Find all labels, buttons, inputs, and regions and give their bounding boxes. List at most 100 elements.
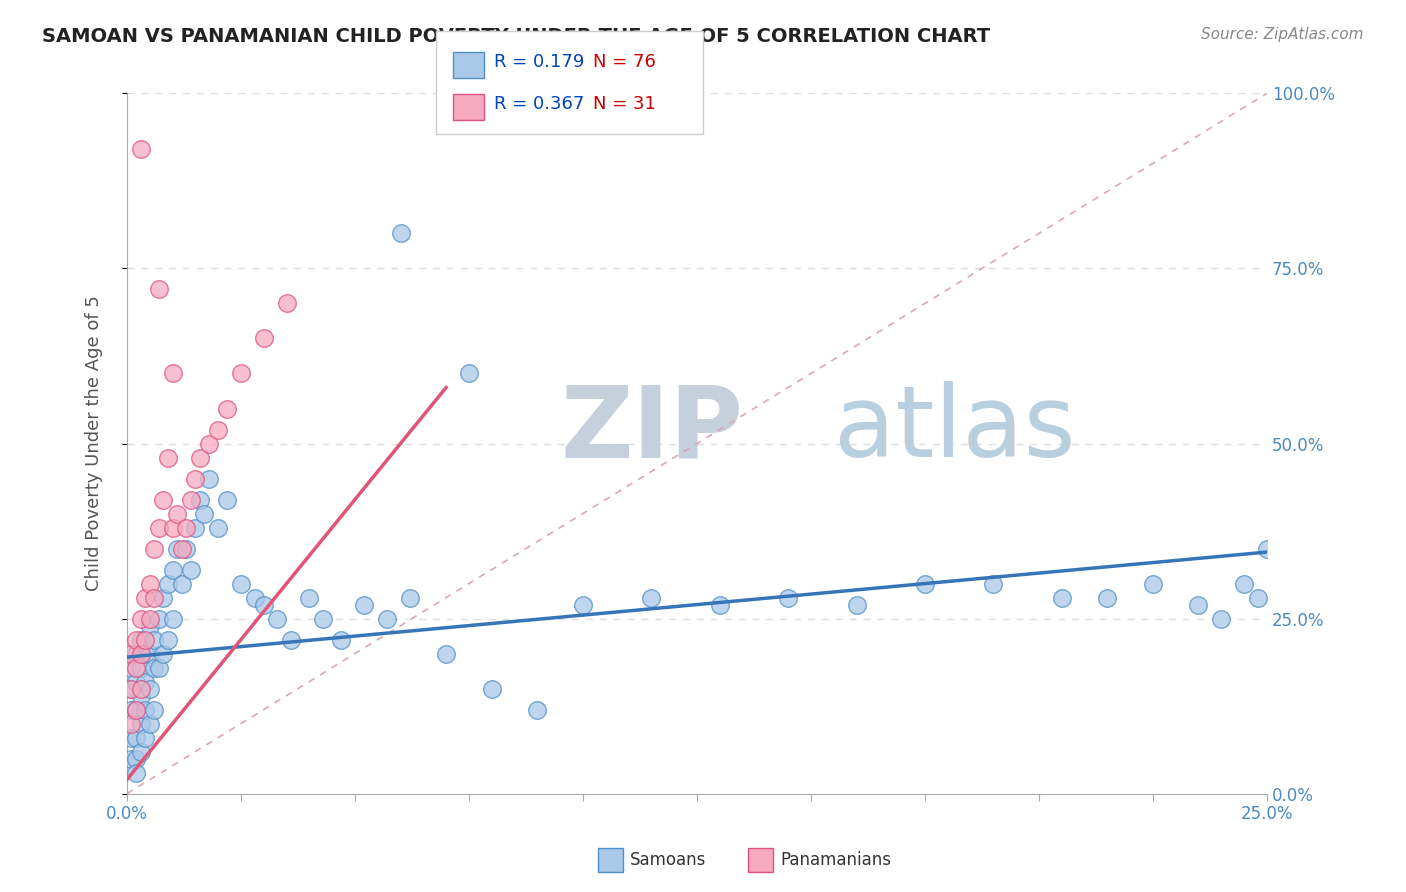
Point [125, 660, 148, 674]
Point [276, 296, 298, 310]
Point [138, 716, 160, 731]
Text: N = 76: N = 76 [593, 54, 657, 71]
Point [152, 647, 174, 661]
Point [125, 703, 148, 717]
Text: R = 0.179: R = 0.179 [494, 54, 583, 71]
Point [640, 591, 662, 605]
Point [193, 507, 215, 521]
Point [148, 660, 170, 674]
Point [125, 703, 148, 717]
Point [143, 660, 166, 674]
Text: Source: ZipAtlas.com: Source: ZipAtlas.com [1201, 27, 1364, 42]
Point [125, 731, 148, 745]
Point [170, 576, 193, 591]
Point [1211, 611, 1233, 625]
Point [129, 716, 152, 731]
Point [121, 716, 143, 731]
Point [129, 142, 152, 156]
Point [981, 576, 1004, 591]
Point [188, 450, 211, 465]
Point [125, 647, 148, 661]
Point [174, 541, 197, 556]
Point [148, 520, 170, 534]
Point [152, 492, 174, 507]
Point [170, 541, 193, 556]
Point [143, 632, 166, 647]
Point [156, 576, 179, 591]
Point [217, 492, 239, 507]
Point [845, 598, 868, 612]
Text: ZIP: ZIP [560, 381, 742, 478]
Point [280, 632, 302, 647]
Point [253, 598, 276, 612]
Point [162, 563, 184, 577]
Point [184, 471, 207, 485]
Point [129, 611, 152, 625]
Point [148, 282, 170, 296]
Point [174, 520, 197, 534]
Point [121, 681, 143, 696]
Point [121, 681, 143, 696]
Text: Panamanians: Panamanians [780, 851, 891, 869]
Point [217, 401, 239, 416]
Point [129, 745, 152, 759]
Point [134, 632, 156, 647]
Point [121, 647, 143, 661]
Point [709, 598, 731, 612]
Point [138, 611, 160, 625]
Point [180, 563, 202, 577]
Point [1097, 591, 1119, 605]
Point [229, 367, 252, 381]
Point [134, 703, 156, 717]
Point [148, 611, 170, 625]
Point [572, 598, 595, 612]
Point [253, 331, 276, 345]
Point [129, 632, 152, 647]
Point [152, 591, 174, 605]
Text: R = 0.367: R = 0.367 [494, 95, 583, 113]
Point [778, 591, 800, 605]
Point [1142, 576, 1164, 591]
Point [266, 611, 288, 625]
Point [129, 647, 152, 661]
Point [156, 632, 179, 647]
Point [121, 660, 143, 674]
Point [312, 611, 335, 625]
Text: N = 31: N = 31 [593, 95, 657, 113]
Point [1233, 576, 1256, 591]
Y-axis label: Child Poverty Under the Age of 5: Child Poverty Under the Age of 5 [86, 295, 103, 591]
Point [1050, 591, 1073, 605]
Text: atlas: atlas [834, 381, 1076, 478]
Point [375, 611, 398, 625]
Point [143, 541, 166, 556]
Point [125, 752, 148, 766]
Point [121, 703, 143, 717]
Point [526, 703, 548, 717]
Point [353, 598, 375, 612]
Point [458, 367, 481, 381]
Point [166, 507, 188, 521]
Point [207, 423, 229, 437]
Point [143, 591, 166, 605]
Point [125, 765, 148, 780]
Text: Samoans: Samoans [630, 851, 706, 869]
Point [134, 647, 156, 661]
Point [121, 731, 143, 745]
Point [1247, 591, 1270, 605]
Point [207, 520, 229, 534]
Point [134, 731, 156, 745]
Point [914, 576, 936, 591]
Point [180, 492, 202, 507]
Point [1187, 598, 1209, 612]
Point [434, 647, 457, 661]
Point [129, 660, 152, 674]
Point [125, 632, 148, 647]
Point [143, 703, 166, 717]
Point [138, 576, 160, 591]
Point [389, 227, 412, 241]
Point [121, 752, 143, 766]
Point [134, 591, 156, 605]
Point [138, 618, 160, 632]
Point [162, 367, 184, 381]
Point [229, 576, 252, 591]
